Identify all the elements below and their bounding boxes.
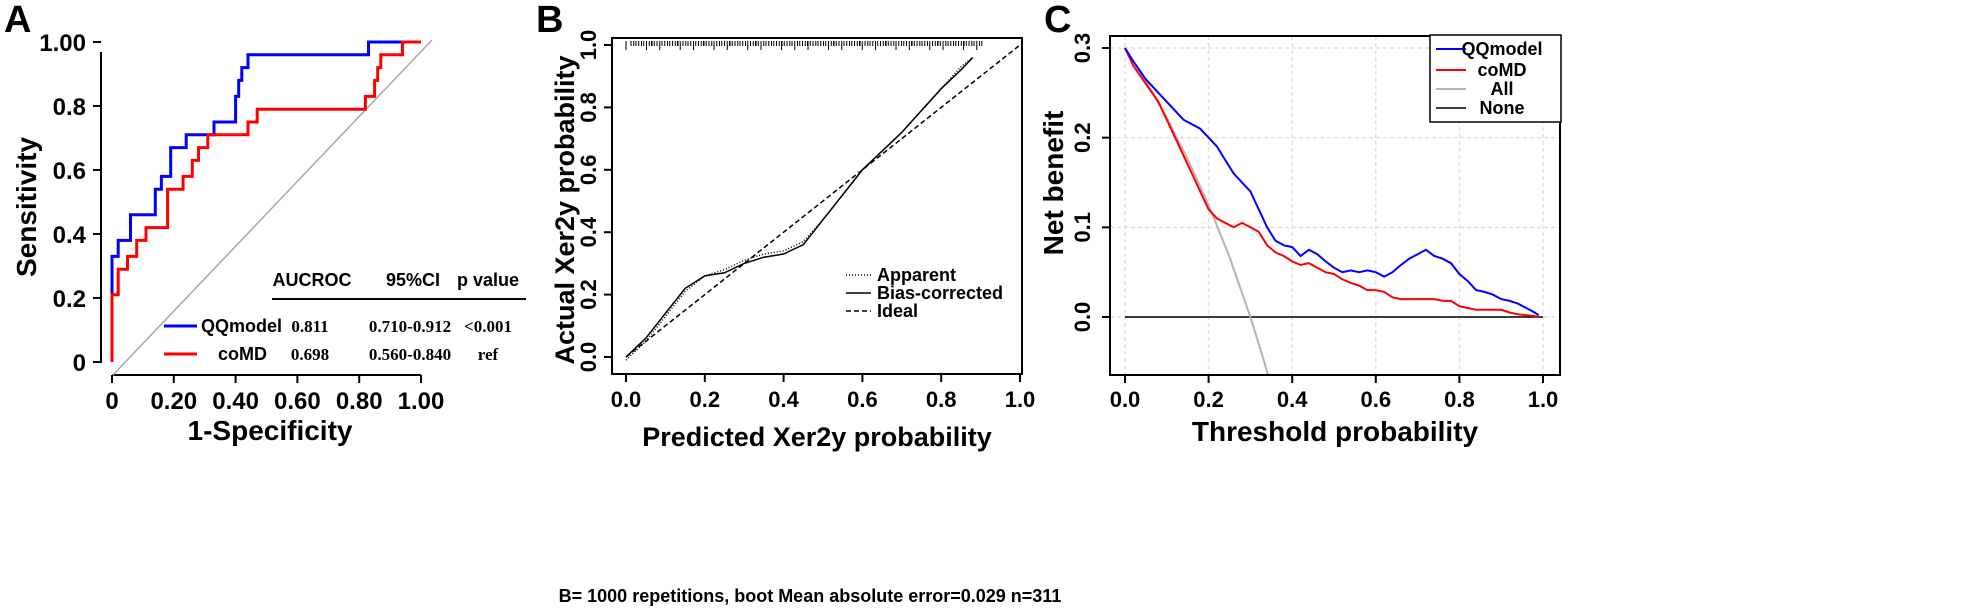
y-tick-label: 0 <box>73 350 86 377</box>
plot-frame <box>611 37 1023 375</box>
x-tick-label: 0.4 <box>1277 387 1308 412</box>
x-tick-label: 0.2 <box>690 387 721 412</box>
panel-b-xlabel: Predicted Xer2y probability <box>642 422 992 452</box>
legend-label-ideal: Ideal <box>877 301 918 321</box>
panel-a-ylabel: Sensitivity <box>11 137 42 277</box>
x-tick-label: 1.0 <box>1528 387 1559 412</box>
x-tick-label: 0.8 <box>1444 387 1475 412</box>
decision-curve-qqmodel <box>1124 47 1540 317</box>
legend-label-apparent: Apparent <box>877 265 956 285</box>
x-tick-label: 0.0 <box>1110 387 1141 412</box>
table-header-auc: AUCROC <box>273 270 352 290</box>
x-tick-label: 1.0 <box>1005 387 1036 412</box>
table-p-comd: ref <box>478 345 499 364</box>
calibration-line-apparent <box>625 56 974 361</box>
legend-label-comd-c: coMD <box>1478 60 1527 80</box>
panel-c: C 0.0 0.2 0.4 0.6 0.8 1.0 0.0 0.1 0.2 0.3 Thresho… <box>1038 0 1562 447</box>
table-p-qqmodel: <0.001 <box>464 317 512 336</box>
reference-diagonal <box>111 39 433 377</box>
x-tick-label: 0.60 <box>274 388 321 415</box>
plot-frame <box>1109 35 1561 376</box>
panel-c-plot: 0.0 0.2 0.4 0.6 0.8 1.0 0.0 0.1 0.2 0.3 <box>1070 33 1561 412</box>
panel-a-auc-table: AUCROC 95%CI p value QQmodel 0.811 0.710… <box>164 270 526 364</box>
legend-label-comd: coMD <box>218 344 267 364</box>
y-tick-label: 0.8 <box>53 94 86 121</box>
panel-a-plot: 0 0.20 0.40 0.60 0.80 1.00 0 0.2 0.4 0.6 0.8 1.00 <box>39 30 444 415</box>
table-header-p: p value <box>457 270 519 290</box>
roc-line-qqmodel <box>110 40 421 362</box>
legend-label-bias-corrected: Bias-corrected <box>877 283 1003 303</box>
table-ci-comd: 0.560-0.840 <box>369 345 451 364</box>
panel-a: A 0 0.20 0.40 0.60 0.80 1.00 0 0.2 0.4 0.6 0.8 1.00… <box>4 0 526 446</box>
y-tick-label: 0.0 <box>1070 302 1095 333</box>
panel-b-ylabel: Actual Xer2y probability <box>550 55 580 364</box>
panel-c-xlabel: Threshold probability <box>1192 416 1479 447</box>
y-tick-label: 0.8 <box>576 92 601 123</box>
x-tick-label: 0.6 <box>1361 387 1392 412</box>
panel-a-letter: A <box>4 0 31 41</box>
legend-label-none: None <box>1480 98 1525 118</box>
calibration-line-ideal <box>625 44 1021 358</box>
y-tick-label: 1.00 <box>39 30 86 57</box>
y-tick-label: 0.3 <box>1070 33 1095 64</box>
y-tick-label: 0.2 <box>1070 122 1095 153</box>
panel-b: B 0.0 0.2 0.4 0.6 0.8 1.0 0.0 0.2 0.4 0.6 0.8 1.0 P… <box>536 0 1061 606</box>
y-tick-label: 0.2 <box>53 286 86 313</box>
x-tick-label: 0.80 <box>336 388 383 415</box>
y-tick-label: 0.0 <box>576 342 601 373</box>
x-tick-label: 0.4 <box>768 387 799 412</box>
x-tick-label: 0.20 <box>150 388 197 415</box>
table-header-ci: 95%CI <box>386 270 440 290</box>
legend-label-qqmodel-c: QQmodel <box>1461 39 1542 59</box>
x-tick-label: 0.2 <box>1193 387 1224 412</box>
calibration-line-bias-corrected <box>625 56 974 358</box>
panel-c-letter: C <box>1044 0 1071 41</box>
panel-a-xlabel: 1-Specificity <box>188 415 353 446</box>
panel-b-legend: Apparent Bias-corrected Ideal <box>846 265 1003 321</box>
y-tick-label: 0.6 <box>576 155 601 186</box>
y-tick-label: 1.0 <box>576 30 601 61</box>
legend-label-all: All <box>1490 79 1513 99</box>
y-tick-label: 0.4 <box>53 222 87 249</box>
legend-label-qqmodel: QQmodel <box>201 316 282 336</box>
x-tick-label: 1.00 <box>398 388 445 415</box>
panel-b-plot: 0.0 0.2 0.4 0.6 0.8 1.0 0.0 0.2 0.4 0.6 0.8 1.0 <box>576 30 1035 412</box>
y-tick-label: 0.2 <box>576 279 601 310</box>
panel-c-legend: QQmodel coMD All None <box>1429 34 1562 123</box>
decision-curves <box>1124 47 1543 374</box>
decision-curve-comd <box>1124 47 1540 318</box>
y-tick-label: 0.4 <box>576 216 601 247</box>
y-tick-label: 0.6 <box>53 158 86 185</box>
y-tick-label: 0.1 <box>1070 212 1095 243</box>
panel-c-ylabel: Net benefit <box>1038 111 1069 256</box>
x-tick-label: 0.40 <box>212 388 259 415</box>
table-ci-qqmodel: 0.710-0.912 <box>369 317 451 336</box>
x-tick-label: 0 <box>105 388 118 415</box>
x-tick-label: 0.6 <box>847 387 878 412</box>
table-auc-qqmodel: 0.811 <box>291 317 328 336</box>
table-auc-comd: 0.698 <box>291 345 329 364</box>
panel-b-subtitle: B= 1000 repetitions, boot Mean absolute … <box>559 586 1062 606</box>
decision-curve-all <box>1124 47 1269 374</box>
x-tick-label: 0.0 <box>611 387 642 412</box>
panel-b-letter: B <box>536 0 563 41</box>
x-tick-label: 0.8 <box>926 387 957 412</box>
roc-line-comd <box>110 40 421 362</box>
